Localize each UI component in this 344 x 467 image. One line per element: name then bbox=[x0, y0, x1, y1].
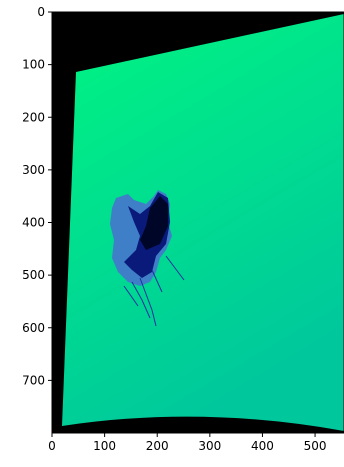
x-tick-label: 100 bbox=[93, 439, 116, 453]
y-tick-label: 300 bbox=[22, 163, 45, 177]
x-tick-label: 300 bbox=[198, 439, 221, 453]
y-tick-label: 100 bbox=[22, 58, 45, 72]
y-tick-label: 600 bbox=[22, 321, 45, 335]
image bbox=[52, 12, 344, 433]
y-tick-label: 200 bbox=[22, 110, 45, 124]
y-tick-label: 0 bbox=[37, 5, 45, 19]
x-tick-label: 0 bbox=[48, 439, 56, 453]
y-tick-label: 400 bbox=[22, 216, 45, 230]
x-tick-label: 200 bbox=[146, 439, 169, 453]
x-tick-label: 500 bbox=[304, 439, 327, 453]
x-tick-label: 400 bbox=[251, 439, 274, 453]
y-tick-label: 700 bbox=[22, 373, 45, 387]
figure: 0 100 200 300 400 500 0 100 200 300 400 500 600 700 bbox=[0, 0, 344, 463]
image-surface bbox=[62, 14, 344, 431]
y-tick-label: 500 bbox=[22, 268, 45, 282]
